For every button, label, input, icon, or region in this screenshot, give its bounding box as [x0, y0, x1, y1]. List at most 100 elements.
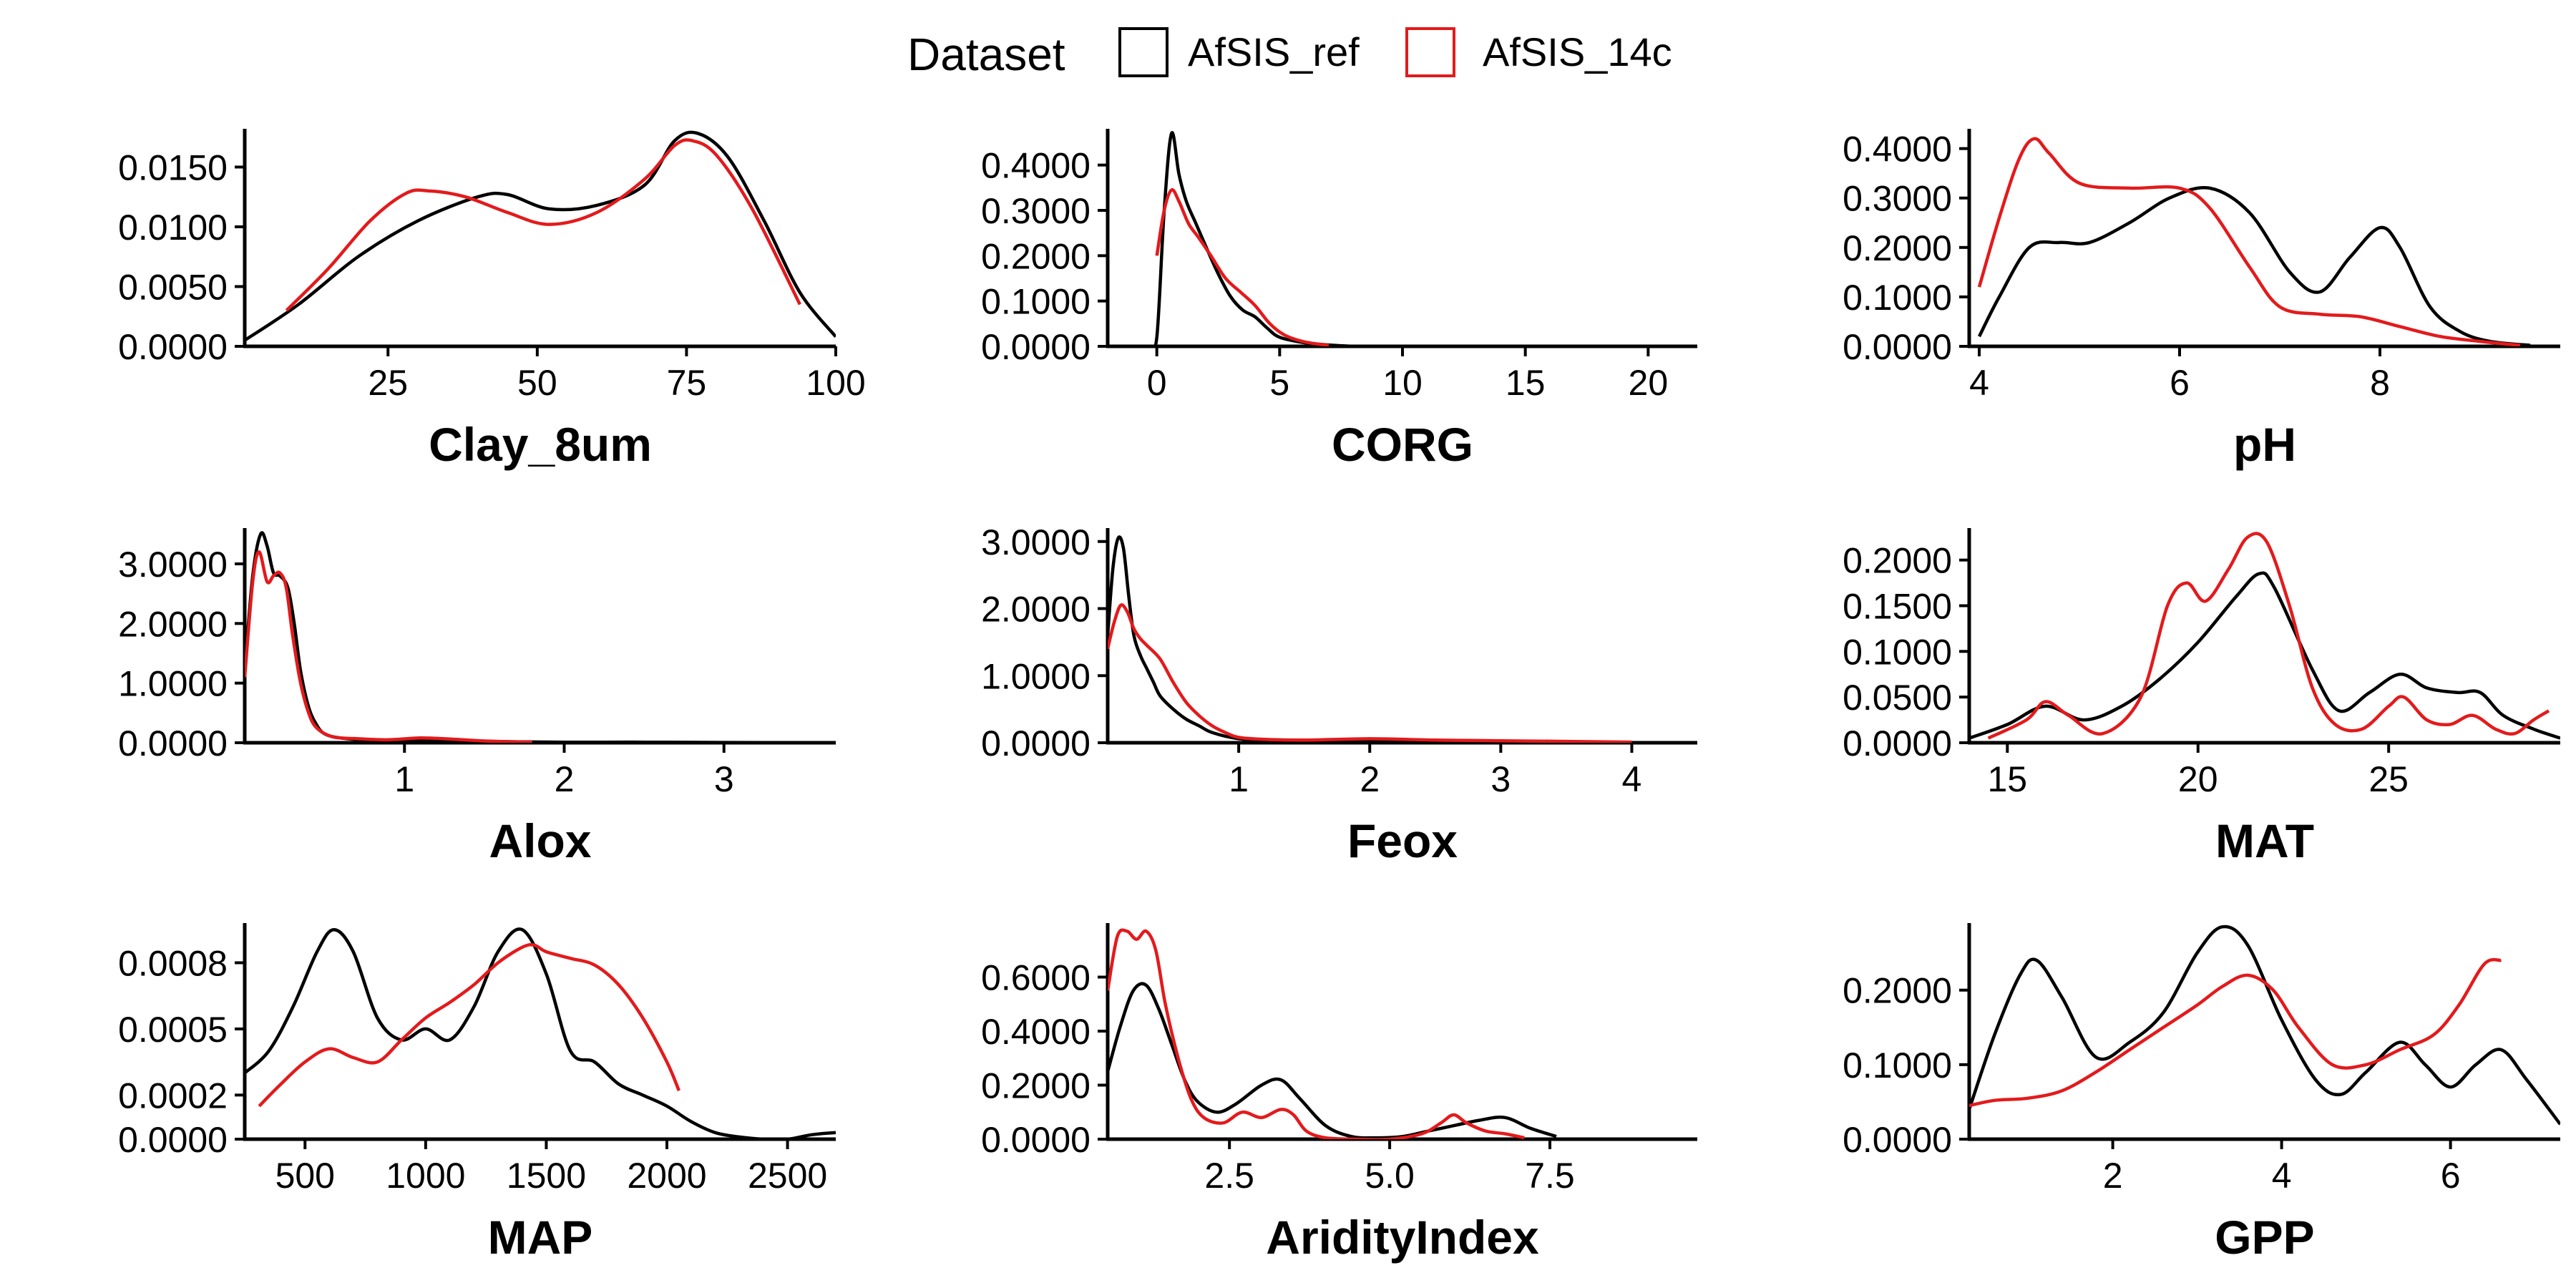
x-tick-label: 50 — [517, 363, 557, 403]
y-tick-label: 0.2000 — [1843, 971, 1952, 1011]
y-tick-label: 0.0000 — [1843, 723, 1952, 763]
y-tick-label: 0.4000 — [981, 1012, 1091, 1052]
x-tick-label: 5 — [1269, 363, 1289, 403]
y-tick-label: 0.2000 — [981, 236, 1091, 276]
y-tick-label: 0.0000 — [981, 723, 1091, 763]
x-tick-label: 2.5 — [1204, 1156, 1254, 1196]
x-tick-label: 6 — [2170, 363, 2190, 403]
x-tick-label: 1 — [394, 759, 414, 799]
y-tick-label: 0.0000 — [118, 1120, 228, 1160]
panel-alox: 0.0000 1.0000 2.0000 3.0000 1 2 3 Alox — [118, 528, 836, 867]
panel-feox: 0.0000 1.0000 2.0000 3.0000 1 2 3 4 Feox — [981, 522, 1697, 867]
x-axis-title: Alox — [489, 814, 591, 867]
x-tick-label: 75 — [667, 363, 707, 403]
panel-corg: 0.0000 0.1000 0.2000 0.3000 0.4000 0 5 10 15 20 CO… — [981, 129, 1697, 471]
x-axis-title: GPP — [2215, 1211, 2314, 1264]
x-tick-label: 100 — [806, 363, 865, 403]
x-tick-label: 25 — [368, 363, 408, 403]
density-curve-afsis_14c — [1108, 603, 1632, 743]
density-curve-afsis_14c — [1977, 137, 2521, 346]
x-axis-title: Clay_8um — [429, 418, 652, 471]
x-tick-label: 8 — [2370, 363, 2390, 403]
legend: Dataset AfSIS_ref AfSIS_14c — [907, 27, 1672, 80]
panel-ph: 0.0000 0.1000 0.2000 0.3000 0.4000 4 6 8 pH — [1843, 129, 2560, 471]
density-curve-afsis_ref — [1148, 131, 1354, 346]
y-tick-label: 1.0000 — [118, 664, 228, 704]
x-tick-label: 0 — [1147, 363, 1167, 403]
x-tick-label: 2 — [555, 759, 575, 799]
x-axis-title: MAP — [488, 1211, 593, 1264]
y-tick-label: 0.1000 — [1843, 278, 1952, 318]
density-curve-afsis_ref — [1977, 185, 2531, 346]
x-axis-title: pH — [2233, 418, 2296, 471]
x-tick-label: 15 — [1987, 759, 2027, 799]
x-tick-label: 4 — [2272, 1156, 2292, 1196]
x-tick-label: 20 — [1629, 363, 1669, 403]
legend-label-14c: AfSIS_14c — [1483, 29, 1672, 74]
x-tick-label: 1500 — [507, 1156, 586, 1196]
y-tick-label: 3.0000 — [981, 522, 1091, 562]
panel-clay_8um: 0.0000 0.0050 0.0100 0.0150 25 50 75 100 Clay_8u… — [118, 129, 866, 471]
y-tick-label: 0.4000 — [981, 146, 1091, 186]
y-tick-label: 2.0000 — [118, 604, 228, 644]
x-tick-label: 1000 — [386, 1156, 465, 1196]
y-tick-label: 0.1000 — [1843, 632, 1952, 672]
density-curve-afsis_ref — [1969, 924, 2560, 1126]
x-axis-title: Feox — [1347, 814, 1458, 867]
y-tick-label: 0.6000 — [981, 958, 1091, 998]
y-tick-label: 0.0002 — [118, 1075, 228, 1116]
y-tick-label: 0.0100 — [118, 208, 228, 248]
x-tick-label: 3 — [714, 759, 734, 799]
density-curve-afsis_14c — [1987, 532, 2550, 740]
y-tick-label: 0.0500 — [1843, 678, 1952, 718]
legend-key-14c — [1405, 27, 1455, 77]
x-axis-title: MAT — [2215, 814, 2314, 867]
density-curve-afsis_ref — [245, 531, 820, 743]
y-tick-label: 1.0000 — [981, 656, 1091, 696]
y-tick-label: 0.0000 — [118, 723, 228, 763]
y-tick-label: 0.1500 — [1843, 587, 1952, 627]
y-tick-label: 0.2000 — [1843, 541, 1952, 581]
y-tick-label: 0.1000 — [1843, 1045, 1952, 1085]
density-curve-afsis_14c — [1969, 957, 2502, 1108]
density-curve-afsis_ref — [1108, 982, 1557, 1139]
legend-title: Dataset — [907, 29, 1065, 80]
y-tick-label: 0.3000 — [1843, 179, 1952, 219]
density-curve-afsis_14c — [285, 138, 801, 312]
density-curve-afsis_ref — [245, 130, 836, 342]
x-tick-label: 10 — [1382, 363, 1423, 403]
y-tick-label: 0.3000 — [981, 191, 1091, 231]
x-tick-label: 7.5 — [1525, 1156, 1575, 1196]
x-tick-label: 2000 — [627, 1156, 706, 1196]
x-tick-label: 2 — [2103, 1156, 2123, 1196]
y-tick-label: 0.2000 — [1843, 228, 1952, 268]
density-curve-afsis_ref — [245, 927, 836, 1139]
density-curve-afsis_14c — [1108, 928, 1525, 1139]
y-tick-label: 0.0000 — [981, 327, 1091, 367]
y-tick-label: 0.0005 — [118, 1010, 228, 1050]
panel-gpp: 0.0000 0.1000 0.2000 2 4 6 GPP — [1843, 923, 2560, 1264]
density-curve-afsis_14c — [1155, 188, 1330, 346]
y-tick-label: 0.0000 — [1843, 327, 1952, 367]
x-tick-label: 2500 — [748, 1156, 827, 1196]
y-tick-label: 3.0000 — [118, 545, 228, 585]
x-tick-label: 3 — [1491, 759, 1511, 799]
density-curve-afsis_ref — [1108, 535, 1632, 743]
x-tick-label: 500 — [275, 1156, 335, 1196]
y-tick-label: 0.0050 — [118, 267, 228, 307]
x-tick-label: 2 — [1360, 759, 1380, 799]
x-tick-label: 4 — [1622, 759, 1642, 799]
x-tick-label: 5.0 — [1365, 1156, 1415, 1196]
x-axis-title: AridityIndex — [1266, 1211, 1539, 1264]
y-tick-label: 0.0000 — [981, 1120, 1091, 1160]
x-axis-title: CORG — [1332, 418, 1473, 471]
y-tick-label: 0.0008 — [118, 943, 228, 983]
y-tick-label: 0.0000 — [118, 327, 228, 367]
y-tick-label: 2.0000 — [981, 590, 1091, 630]
y-tick-label: 0.1000 — [981, 282, 1091, 322]
y-tick-label: 0.4000 — [1843, 130, 1952, 170]
legend-label-ref: AfSIS_ref — [1188, 29, 1360, 74]
legend-key-ref — [1118, 27, 1169, 77]
